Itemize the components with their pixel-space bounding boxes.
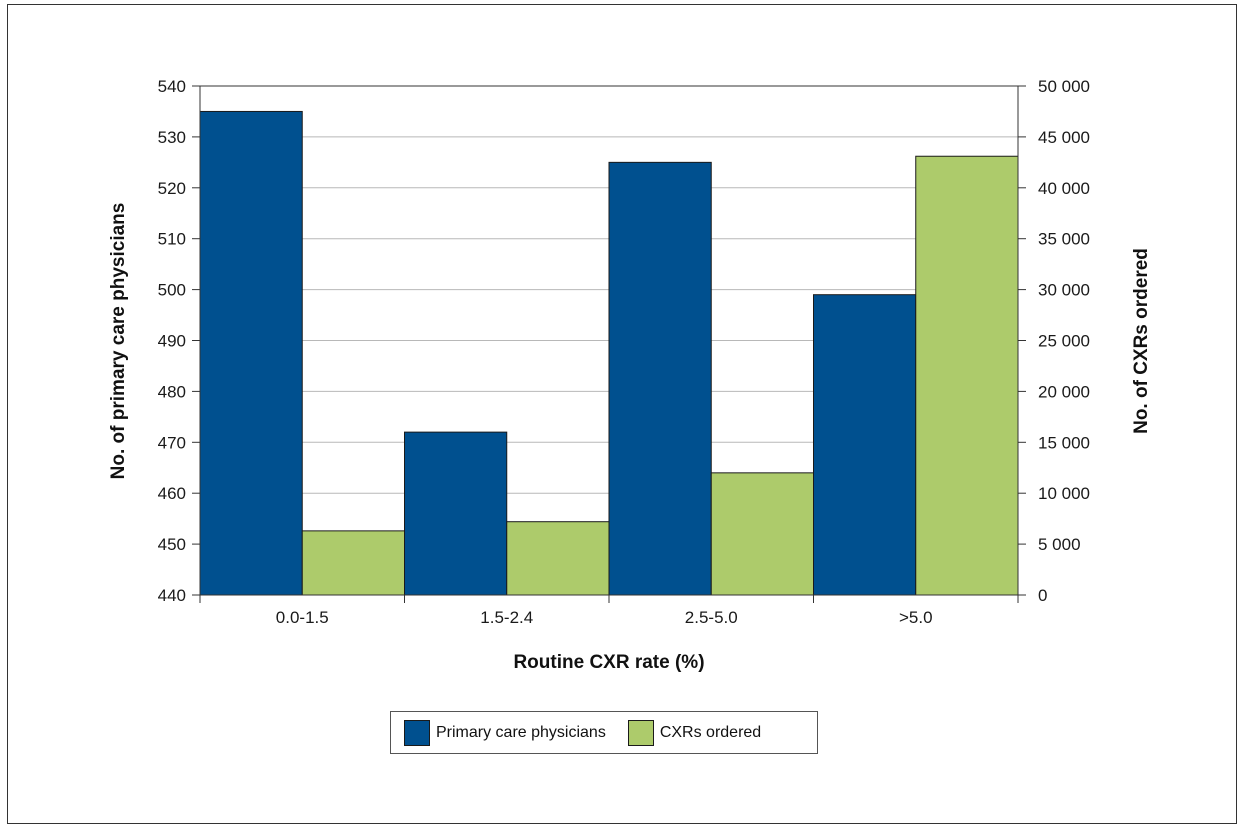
y-left-tick-label: 490: [158, 332, 186, 351]
y-left-tick-label: 480: [158, 382, 186, 401]
legend: Primary care physicians CXRs ordered: [390, 711, 818, 754]
y-right-tick-label: 50 000: [1038, 77, 1090, 96]
bar-physicians: [404, 431, 508, 596]
y-axis-right-ticks: 0 5 000 10 000 15 000 20 000 25 000 30 000 35 0…: [1018, 77, 1090, 605]
bar-cxrs: [301, 530, 405, 596]
x-tick-label: 2.5-5.0: [685, 608, 738, 627]
x-tick-label: >5.0: [899, 608, 933, 627]
y-left-tick-label: 460: [158, 484, 186, 503]
y-right-tick-label: 0: [1038, 586, 1047, 605]
bar-physicians: [608, 161, 712, 596]
y-right-tick-label: 40 000: [1038, 179, 1090, 198]
y-right-tick-label: 30 000: [1038, 281, 1090, 300]
legend-swatch-physicians: [404, 719, 430, 746]
y-left-tick-label: 540: [158, 77, 186, 96]
legend-item-cxrs: CXRs ordered: [627, 719, 762, 746]
y-right-tick-label: 25 000: [1038, 332, 1090, 351]
y-right-tick-label: 35 000: [1038, 230, 1090, 249]
legend-item-physicians: Primary care physicians: [404, 719, 606, 746]
y-axis-right-title: No. of CXRs ordered: [1131, 248, 1152, 434]
y-axis-left-title: No. of primary care physicians: [108, 203, 129, 480]
x-axis-title: Routine CXR rate (%): [513, 652, 704, 673]
y-right-tick-label: 20 000: [1038, 382, 1090, 401]
bar-cxrs: [506, 521, 610, 596]
y-axis-left-ticks: 440 450 460 470 480 490 500 510 520 530 540: [158, 77, 200, 605]
x-tick-label: 0.0-1.5: [276, 608, 329, 627]
legend-label-physicians: Primary care physicians: [436, 723, 606, 741]
y-left-tick-label: 450: [158, 535, 186, 554]
bars: [199, 110, 1019, 596]
bar-cxrs: [710, 472, 814, 596]
y-left-tick-label: 530: [158, 128, 186, 147]
bar-physicians: [199, 110, 303, 596]
legend-label-cxrs: CXRs ordered: [659, 723, 762, 741]
x-tick-label: 1.5-2.4: [480, 608, 533, 627]
x-axis-ticks: 0.0-1.5 1.5-2.4 2.5-5.0 >5.0: [199, 595, 1019, 627]
y-right-tick-label: 5 000: [1038, 535, 1081, 554]
y-left-tick-label: 440: [158, 586, 186, 605]
y-left-tick-label: 470: [158, 433, 186, 452]
y-right-tick-label: 15 000: [1038, 433, 1090, 452]
y-right-tick-label: 45 000: [1038, 128, 1090, 147]
y-left-tick-label: 500: [158, 281, 186, 300]
bar-physicians: [813, 294, 917, 596]
bar-cxrs: [915, 155, 1019, 596]
y-right-tick-label: 10 000: [1038, 484, 1090, 503]
legend-swatch-cxrs: [627, 719, 654, 746]
y-left-tick-label: 520: [158, 179, 186, 198]
y-left-tick-label: 510: [158, 230, 186, 249]
